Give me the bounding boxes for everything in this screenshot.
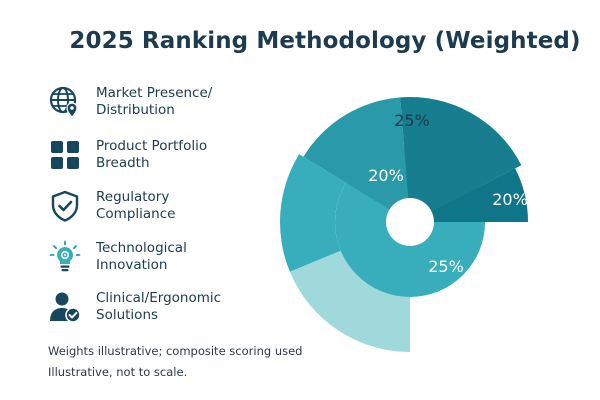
pie-center-hole [386,198,434,246]
slice-value-label: 25% [428,257,464,276]
globe-pin-icon [49,86,78,118]
footnote-line: Illustrative, not to scale. [48,365,188,379]
footnote: Weights illustrative; composite scoring … [48,341,302,383]
slice-value-label: 10% [450,288,486,307]
pie-slice-3 [303,97,410,222]
chart-title: 2025 Ranking Methodology (Weighted) [69,28,581,54]
lightbulb-gear-icon [49,240,81,272]
legend-label: Market Presence/ Distribution [96,85,213,118]
legend-label: Product Portfolio Breadth [96,138,208,171]
slice-value-label: 20% [368,166,404,185]
pie-slice-2 [280,154,347,272]
legend-item-market-presence: Market Presence/ Distribution [48,82,298,122]
legend-item-product-portfolio: Product Portfolio Breadth [48,135,298,175]
legend-label: Regulatory Compliance [96,189,176,222]
legend-item-technological: Technological Innovation [48,237,298,277]
slice-value-label: 25% [394,111,430,130]
pie-slice-4 [400,97,522,222]
slice-value-label: 20% [492,190,528,209]
grid-icon [51,141,79,169]
legend-item-clinical: Clinical/Ergonomic Solutions [48,287,298,327]
user-check-icon [50,292,81,323]
shield-check-icon [51,190,79,222]
pie-slice-5 [410,168,528,222]
legend-label: Technological Innovation [96,240,187,273]
legend-label: Clinical/Ergonomic Solutions [96,290,222,323]
legend-item-regulatory: Regulatory Compliance [48,186,298,226]
footnote-line: Weights illustrative; composite scoring … [48,344,303,358]
